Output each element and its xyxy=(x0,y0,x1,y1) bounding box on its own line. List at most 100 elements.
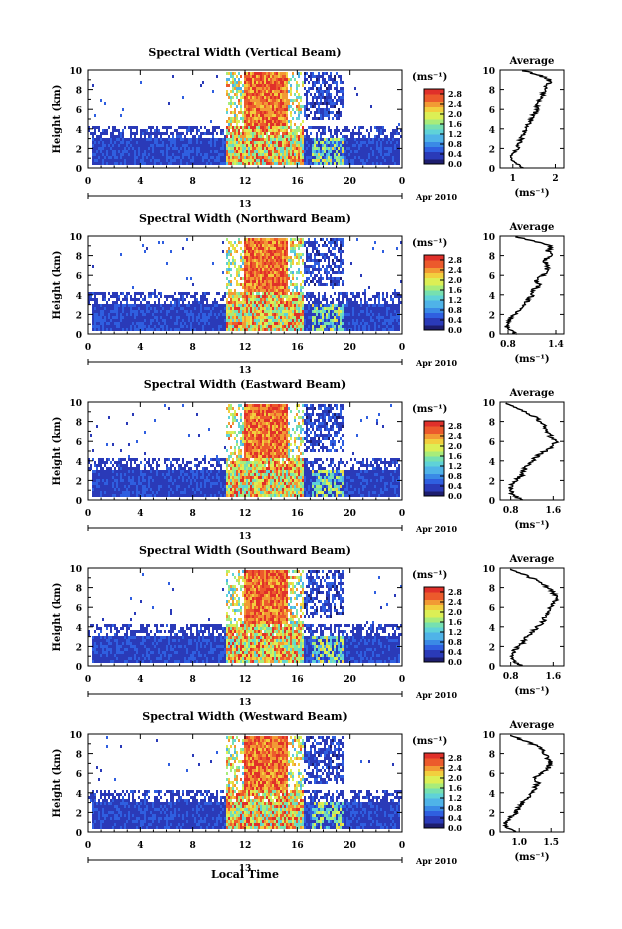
heatmap-cell xyxy=(314,259,316,262)
heatmap-cell xyxy=(316,90,318,93)
heatmap-cell xyxy=(260,247,262,250)
heatmap-cell xyxy=(224,304,226,307)
heatmap-cell xyxy=(176,147,178,150)
heatmap-cell xyxy=(212,141,214,144)
heatmap-cell xyxy=(104,150,106,153)
heatmap-cell xyxy=(218,292,220,295)
heatmap-cell xyxy=(376,138,378,141)
heatmap-cell xyxy=(314,313,316,316)
heatmap-cell xyxy=(138,322,140,325)
heatmap-cell xyxy=(302,81,304,84)
heatmap-cell xyxy=(106,322,108,325)
heatmap-cell xyxy=(164,159,166,162)
heatmap-cell xyxy=(260,138,262,141)
heatmap-cell xyxy=(356,156,358,159)
heatmap-cell xyxy=(300,96,302,99)
heatmap-cell xyxy=(240,111,242,114)
heatmap-cell xyxy=(134,322,136,325)
heatmap-cell xyxy=(294,78,296,81)
heatmap-cell xyxy=(298,102,300,105)
heatmap-cell xyxy=(126,138,128,141)
average-profile-line xyxy=(509,70,553,169)
heatmap-cell xyxy=(140,316,142,319)
heatmap-cell xyxy=(328,319,330,322)
heatmap-cell xyxy=(196,147,198,150)
heatmap-cell xyxy=(260,153,262,156)
heatmap-cell xyxy=(178,150,180,153)
heatmap-cell xyxy=(346,147,348,150)
heatmap-cell xyxy=(124,159,126,162)
heatmap-cell xyxy=(274,289,276,292)
heatmap-cell xyxy=(198,162,200,165)
heatmap-cell xyxy=(344,150,346,153)
heatmap-cell xyxy=(234,120,236,123)
heatmap-cell xyxy=(202,132,204,135)
heatmap-cell xyxy=(94,150,96,153)
heatmap-cell xyxy=(166,328,168,331)
heatmap-cell xyxy=(132,162,134,165)
heatmap-cell xyxy=(182,298,184,301)
heatmap-cell xyxy=(262,250,264,253)
heatmap-cell xyxy=(234,114,236,117)
heatmap-cell xyxy=(232,156,234,159)
heatmap-cell xyxy=(310,78,312,81)
heatmap-cell xyxy=(302,244,304,247)
heatmap-cell xyxy=(122,322,124,325)
heatmap-cell xyxy=(186,159,188,162)
heatmap-cell xyxy=(330,93,332,96)
heatmap-cell xyxy=(168,304,170,307)
heatmap-cell xyxy=(144,328,146,331)
heatmap-cell xyxy=(216,159,218,162)
heatmap-cell xyxy=(140,141,142,144)
heatmap-cell xyxy=(282,268,284,271)
heatmap-cell xyxy=(236,105,238,108)
heatmap-cell xyxy=(288,325,290,328)
heatmap-cell xyxy=(228,117,230,120)
heatmap-cell xyxy=(272,111,274,114)
heatmap-cell xyxy=(152,292,154,295)
heatmap-cell xyxy=(114,159,116,162)
heatmap-cell xyxy=(300,304,302,307)
heatmap-cell xyxy=(246,78,248,81)
colorbar-segment xyxy=(424,146,444,150)
heatmap-cell xyxy=(272,322,274,325)
heatmap-cell xyxy=(246,144,248,147)
heatmap-cell xyxy=(262,262,264,265)
heatmap-cell xyxy=(276,265,278,268)
heatmap-cell xyxy=(322,114,324,117)
heatmap-cell xyxy=(280,316,282,319)
heatmap-cell xyxy=(92,316,94,319)
heatmap-cell xyxy=(344,319,346,322)
heatmap-cell xyxy=(196,141,198,144)
heatmap-cell xyxy=(156,162,158,165)
heatmap-cell xyxy=(134,135,136,138)
heatmap-cell xyxy=(296,307,298,310)
heatmap-cell xyxy=(274,156,276,159)
y-axis-label: Height (km) xyxy=(52,85,63,154)
heatmap-cell xyxy=(218,138,220,141)
heatmap-cell xyxy=(320,253,322,256)
heatmap-cell xyxy=(272,262,274,265)
heatmap-cell xyxy=(234,72,236,75)
heatmap-cell xyxy=(190,150,192,153)
heatmap-cell xyxy=(330,304,332,307)
heatmap-cell xyxy=(316,111,318,114)
heatmap-cell xyxy=(230,325,232,328)
heatmap-cell xyxy=(328,90,330,93)
heatmap-cell xyxy=(292,147,294,150)
heatmap-cell xyxy=(264,325,266,328)
heatmap-cell xyxy=(194,310,196,313)
heatmap-cell xyxy=(326,72,328,75)
heatmap-cell xyxy=(282,159,284,162)
heatmap-cell xyxy=(350,150,352,153)
heatmap-cell xyxy=(282,162,284,165)
heatmap-cell xyxy=(270,316,272,319)
heatmap-cell xyxy=(204,150,206,153)
heatmap-cell xyxy=(272,102,274,105)
heatmap-cell xyxy=(150,304,152,307)
heatmap-cell xyxy=(234,259,236,262)
heatmap-cell xyxy=(144,132,146,135)
heatmap-cell xyxy=(180,126,182,129)
heatmap-cell xyxy=(234,310,236,313)
heatmap-cell xyxy=(296,132,298,135)
